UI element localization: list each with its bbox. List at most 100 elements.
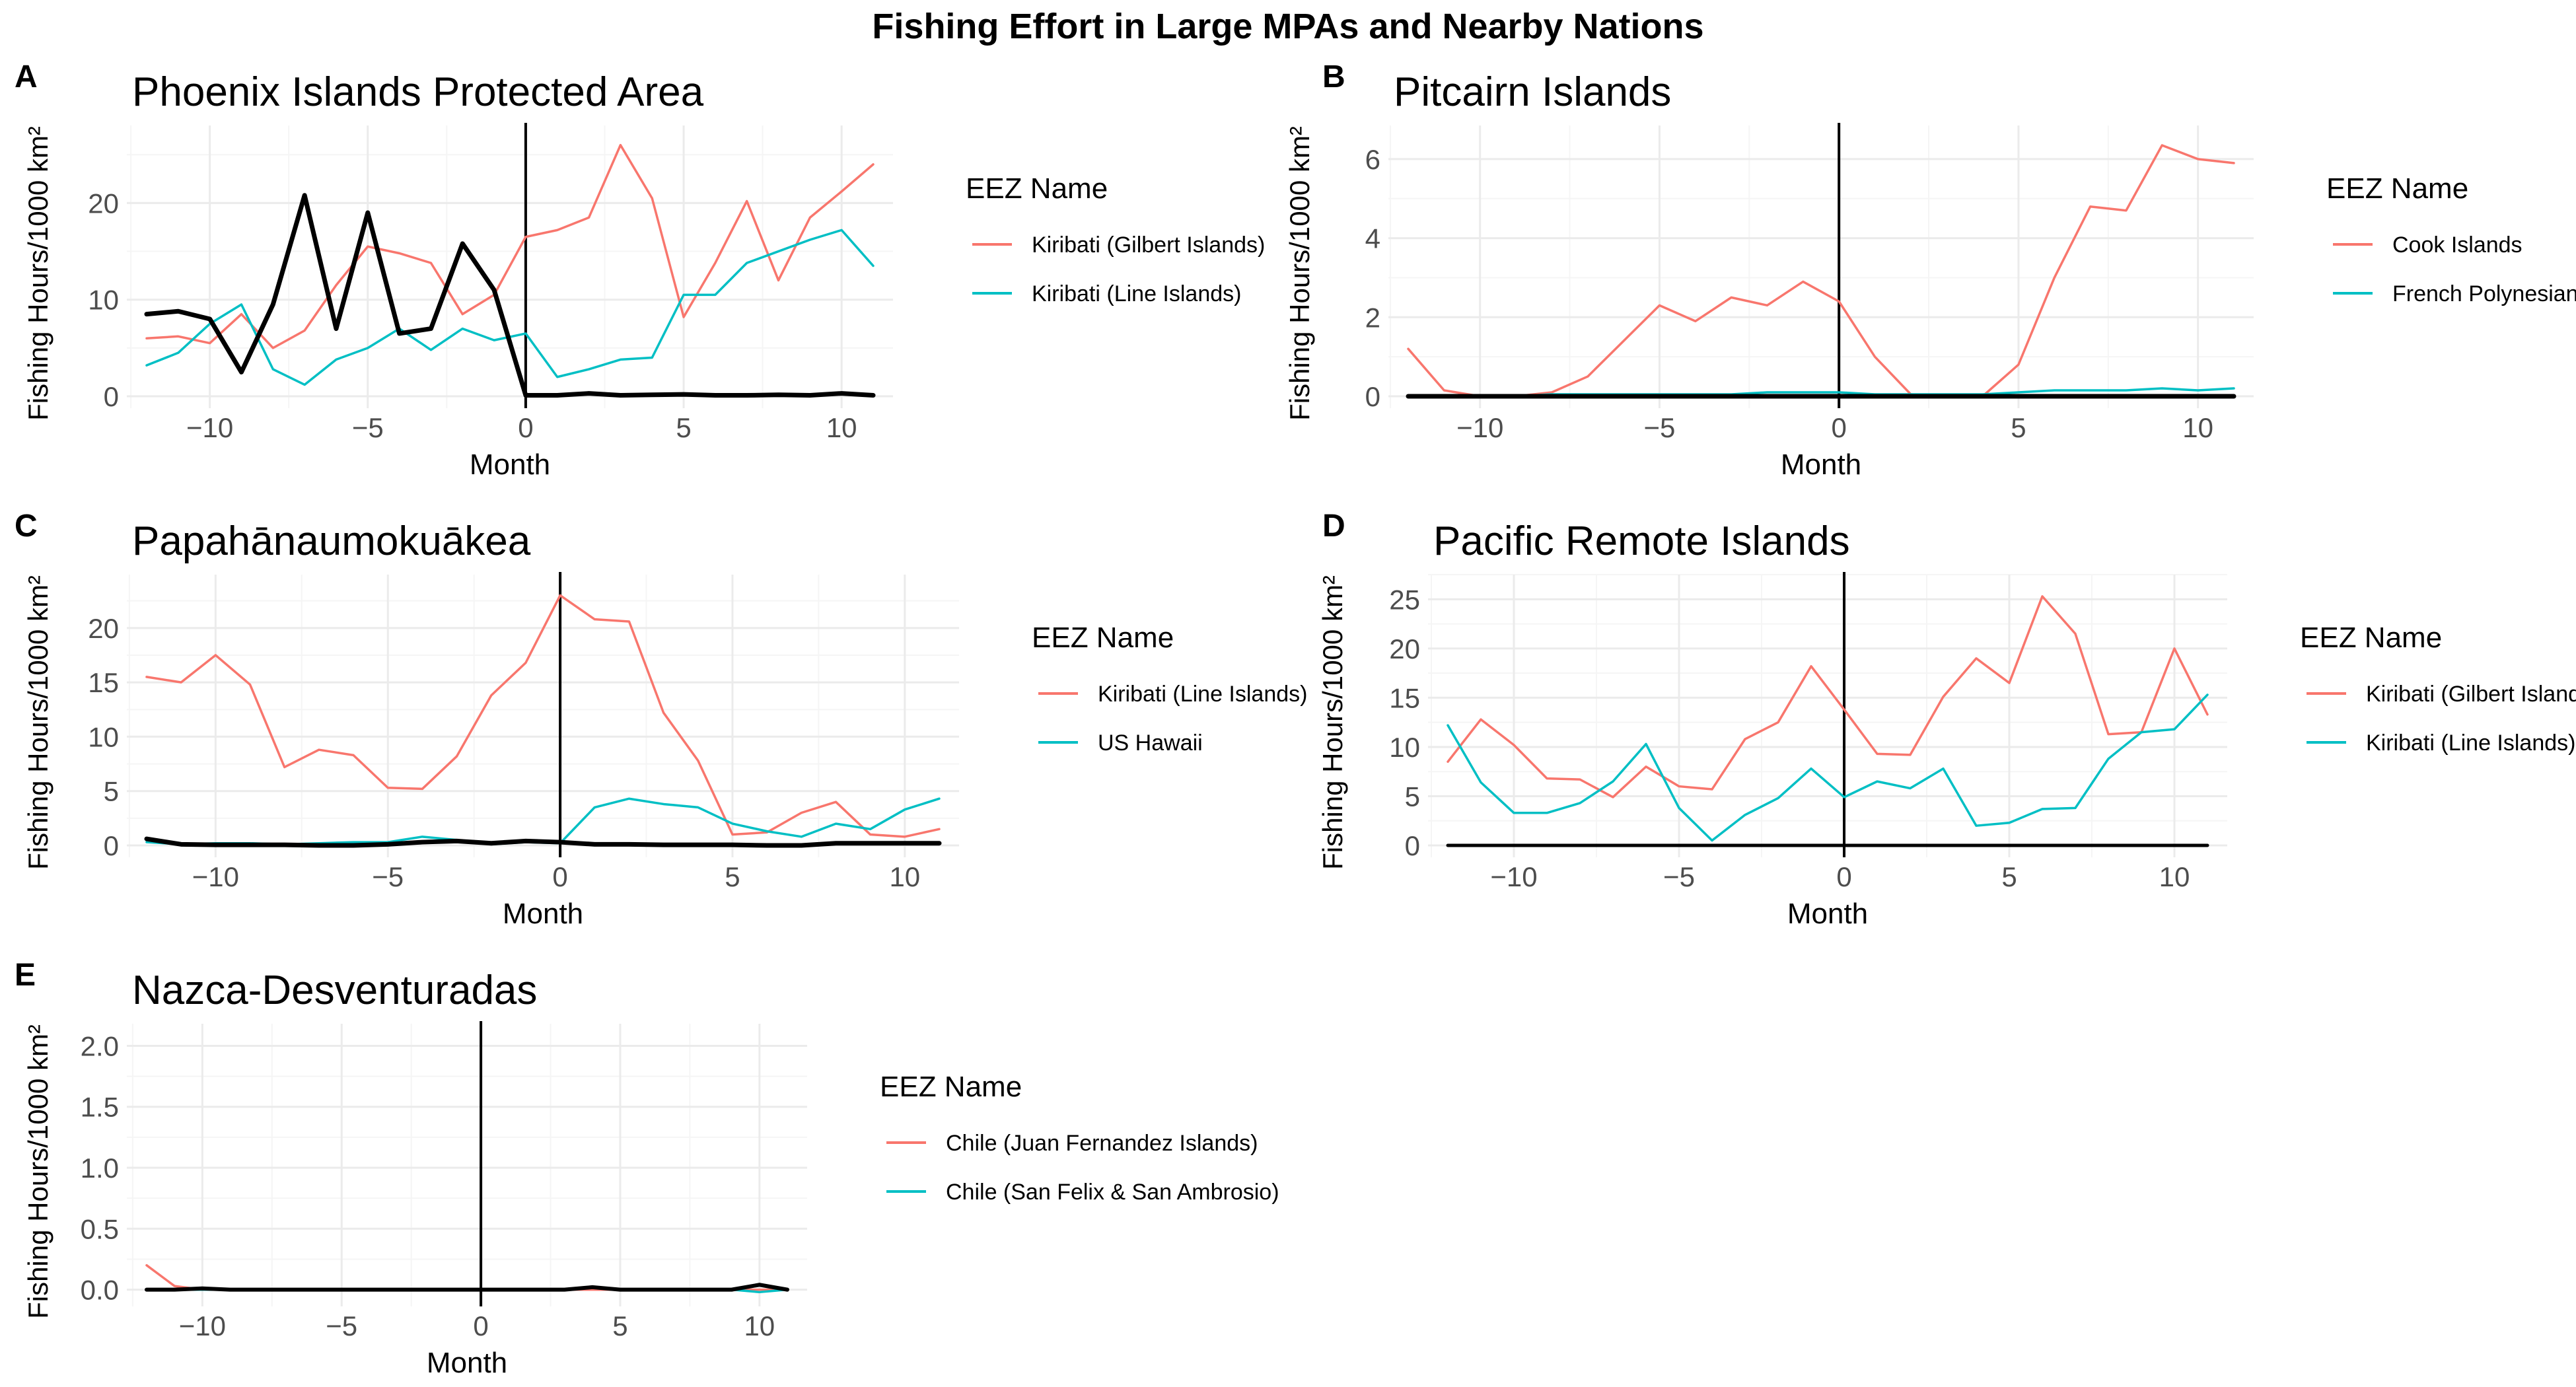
x-axis-label: Month: [470, 448, 550, 481]
legend-label: Cook Islands: [2392, 232, 2522, 258]
y-tick-label: 15: [1389, 682, 1420, 713]
y-axis-label: Fishing Hours/1000 km²: [22, 575, 54, 870]
x-tick-label: 10: [2182, 412, 2213, 443]
y-tick-label: 0.5: [81, 1213, 119, 1244]
series-line-kiribati-gilbert-islands-: [145, 143, 875, 349]
figure-title: Fishing Effort in Large MPAs and Nearby …: [872, 7, 1703, 46]
y-tick-label: 20: [88, 613, 119, 644]
x-tick-label: −5: [326, 1310, 357, 1341]
y-tick-label: 0.0: [81, 1275, 119, 1306]
y-tick-label: 1.0: [81, 1153, 119, 1184]
series-line-kiribati-gilbert-islands-: [1447, 595, 2209, 799]
x-tick-label: 5: [725, 861, 740, 892]
y-tick-label: 0: [1365, 381, 1380, 412]
y-axis-label: Fishing Hours/1000 km²: [22, 126, 54, 421]
x-tick-label: 10: [2159, 861, 2190, 892]
x-tick-label: 10: [744, 1310, 775, 1341]
panel-title: Nazca-Desventuradas: [132, 968, 537, 1013]
panel-letter: D: [1322, 509, 1345, 544]
x-tick-label: −10: [186, 412, 233, 443]
legend-label: Kiribati (Line Islands): [1032, 281, 1241, 306]
x-tick-label: −5: [1643, 412, 1675, 443]
legend-label: Kiribati (Line Islands): [1098, 682, 1307, 707]
panel-title: Phoenix Islands Protected Area: [132, 69, 704, 115]
legend-title: EEZ Name: [2326, 172, 2468, 205]
panel-title: Pitcairn Islands: [1394, 69, 1671, 115]
legend-label: Chile (San Felix & San Ambrosio): [946, 1180, 1279, 1205]
series-line-cook-islands: [1407, 144, 2235, 398]
series-line-mpa: [144, 836, 942, 848]
y-axis-label: Fishing Hours/1000 km²: [22, 1024, 54, 1319]
y-tick-label: 15: [88, 667, 119, 698]
panel-letter: E: [15, 958, 36, 993]
y-tick-label: 20: [88, 188, 119, 219]
panel-e: −10 −5 0 5 10 0.0 0.5 1.0 1.5 2.0 Month Fishing Hou…: [15, 958, 1279, 1379]
y-tick-label: 0: [104, 830, 119, 861]
x-tick-label: −10: [192, 861, 239, 892]
y-tick-label: 10: [88, 285, 119, 316]
y-tick-label: 1.5: [81, 1092, 119, 1123]
y-tick-label: 5: [104, 776, 119, 807]
y-axis-label: Fishing Hours/1000 km²: [1284, 126, 1315, 421]
x-tick-label: 10: [826, 412, 857, 443]
panel-letter: C: [15, 509, 38, 544]
x-tick-label: −5: [352, 412, 384, 443]
x-tick-label: 0: [518, 412, 533, 443]
y-axis-label: Fishing Hours/1000 km²: [1317, 575, 1348, 870]
legend-label: Kiribati (Gilbert Islands): [1032, 232, 1265, 258]
legend-title: EEZ Name: [2300, 622, 2442, 654]
panel-b: −10 −5 0 5 10 0 2 4 6 Month Fishing Hours/1000 km²…: [1284, 59, 2576, 481]
y-tick-label: 10: [88, 721, 119, 752]
y-tick-label: 0: [1405, 830, 1420, 861]
x-tick-label: −10: [1456, 412, 1503, 443]
x-tick-label: −10: [1490, 861, 1537, 892]
panel-title: Papahānaumokuākea: [132, 518, 531, 564]
x-axis-label: Month: [1787, 898, 1868, 930]
panel-a: −10 −5 0 5 10 0 10 20 Month Fishing Hours/1000 km…: [15, 59, 1265, 481]
legend-label: French Polynesian: [2392, 281, 2576, 306]
x-axis-label: Month: [427, 1347, 507, 1379]
x-tick-label: 0: [1831, 412, 1846, 443]
x-tick-label: 5: [676, 412, 691, 443]
x-axis-label: Month: [1781, 448, 1861, 481]
legend-title: EEZ Name: [880, 1071, 1022, 1103]
y-tick-label: 5: [1405, 781, 1420, 812]
x-tick-label: 0: [473, 1310, 488, 1341]
x-tick-label: 0: [552, 861, 567, 892]
x-tick-label: 0: [1836, 861, 1851, 892]
series-line-kiribati-line-islands-: [1447, 694, 2209, 842]
y-tick-label: 25: [1389, 584, 1420, 615]
legend-title: EEZ Name: [1032, 622, 1174, 654]
panel-letter: A: [15, 59, 38, 94]
panel-letter: B: [1322, 59, 1345, 94]
legend-label: Chile (Juan Fernandez Islands): [946, 1131, 1258, 1156]
panel-c: −10 −5 0 5 10 0 5 10 15 20 Month Fishing Hours/1000…: [15, 509, 1307, 930]
y-tick-label: 6: [1365, 144, 1380, 175]
legend-label: Kiribati (Gilbert Islands): [2366, 682, 2576, 707]
series-line-us-hawaii: [145, 797, 941, 846]
series-line-kiribati-line-islands-: [145, 229, 875, 386]
y-tick-label: 20: [1389, 633, 1420, 664]
x-tick-label: −5: [1663, 861, 1695, 892]
panel-title: Pacific Remote Islands: [1433, 518, 1850, 564]
panel-d: −10 −5 0 5 10 0 5 10 15 20 25 Month Fishing Hours/10…: [1317, 509, 2576, 930]
y-tick-label: 0: [104, 381, 119, 412]
x-tick-label: −5: [372, 861, 404, 892]
x-tick-label: 10: [889, 861, 920, 892]
legend-title: EEZ Name: [966, 172, 1108, 205]
y-tick-label: 4: [1365, 223, 1380, 254]
series-line-chile-juan-fernandez-islands-: [145, 1263, 789, 1291]
x-tick-label: 5: [612, 1310, 627, 1341]
x-tick-label: 5: [2011, 412, 2026, 443]
y-tick-label: 2.0: [81, 1030, 119, 1061]
x-axis-label: Month: [503, 898, 583, 930]
x-tick-label: −10: [179, 1310, 226, 1341]
series-line-mpa: [144, 193, 876, 398]
legend-label: Kiribati (Line Islands): [2366, 730, 2575, 756]
series-line-kiribati-line-islands-: [145, 594, 941, 838]
y-tick-label: 10: [1389, 732, 1420, 763]
x-tick-label: 5: [2001, 861, 2017, 892]
series-line-mpa: [145, 1283, 789, 1292]
legend-label: US Hawaii: [1098, 730, 1203, 756]
